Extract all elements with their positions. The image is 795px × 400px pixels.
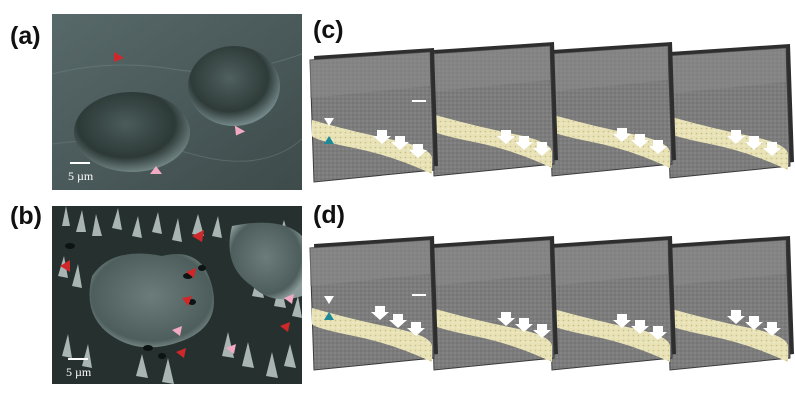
pink-arrow-icon: [172, 294, 294, 354]
red-arrow-icon: [114, 52, 124, 62]
panel-label-c: (c): [313, 16, 344, 44]
scale-bar-a: [70, 162, 90, 164]
cell-a-right: [188, 46, 280, 126]
frame-d-2: [429, 235, 559, 371]
panel-label-b: (b): [10, 202, 42, 230]
frame-d-3: [547, 235, 677, 371]
cell-b-body-right: [229, 222, 302, 300]
cell-a-left: [74, 92, 190, 172]
scale-bar-b: [68, 358, 88, 360]
sem-image-a: 5 µm: [52, 14, 302, 190]
pink-arrow-icon: [234, 125, 246, 136]
stack-d: [309, 235, 795, 371]
frame-c-2: [429, 41, 559, 177]
frame-d-1: [309, 235, 439, 371]
frame-d-4: [665, 235, 795, 371]
panel-label-d: (d): [313, 201, 345, 229]
frame-c-4: [665, 43, 795, 179]
scale-bar-label-b: 5 µm: [66, 365, 92, 379]
pink-arrow-icon: [150, 166, 162, 174]
panel-label-a: (a): [10, 22, 41, 50]
red-arrow-icon: [60, 230, 290, 358]
scale-bar-label-a: 5 µm: [68, 169, 94, 183]
cell-b-body: [89, 253, 214, 348]
frame-c-3: [547, 41, 677, 177]
sem-image-b: 5 µm: [52, 206, 302, 384]
frame-c-1: [309, 47, 439, 183]
stack-c: [309, 41, 795, 183]
